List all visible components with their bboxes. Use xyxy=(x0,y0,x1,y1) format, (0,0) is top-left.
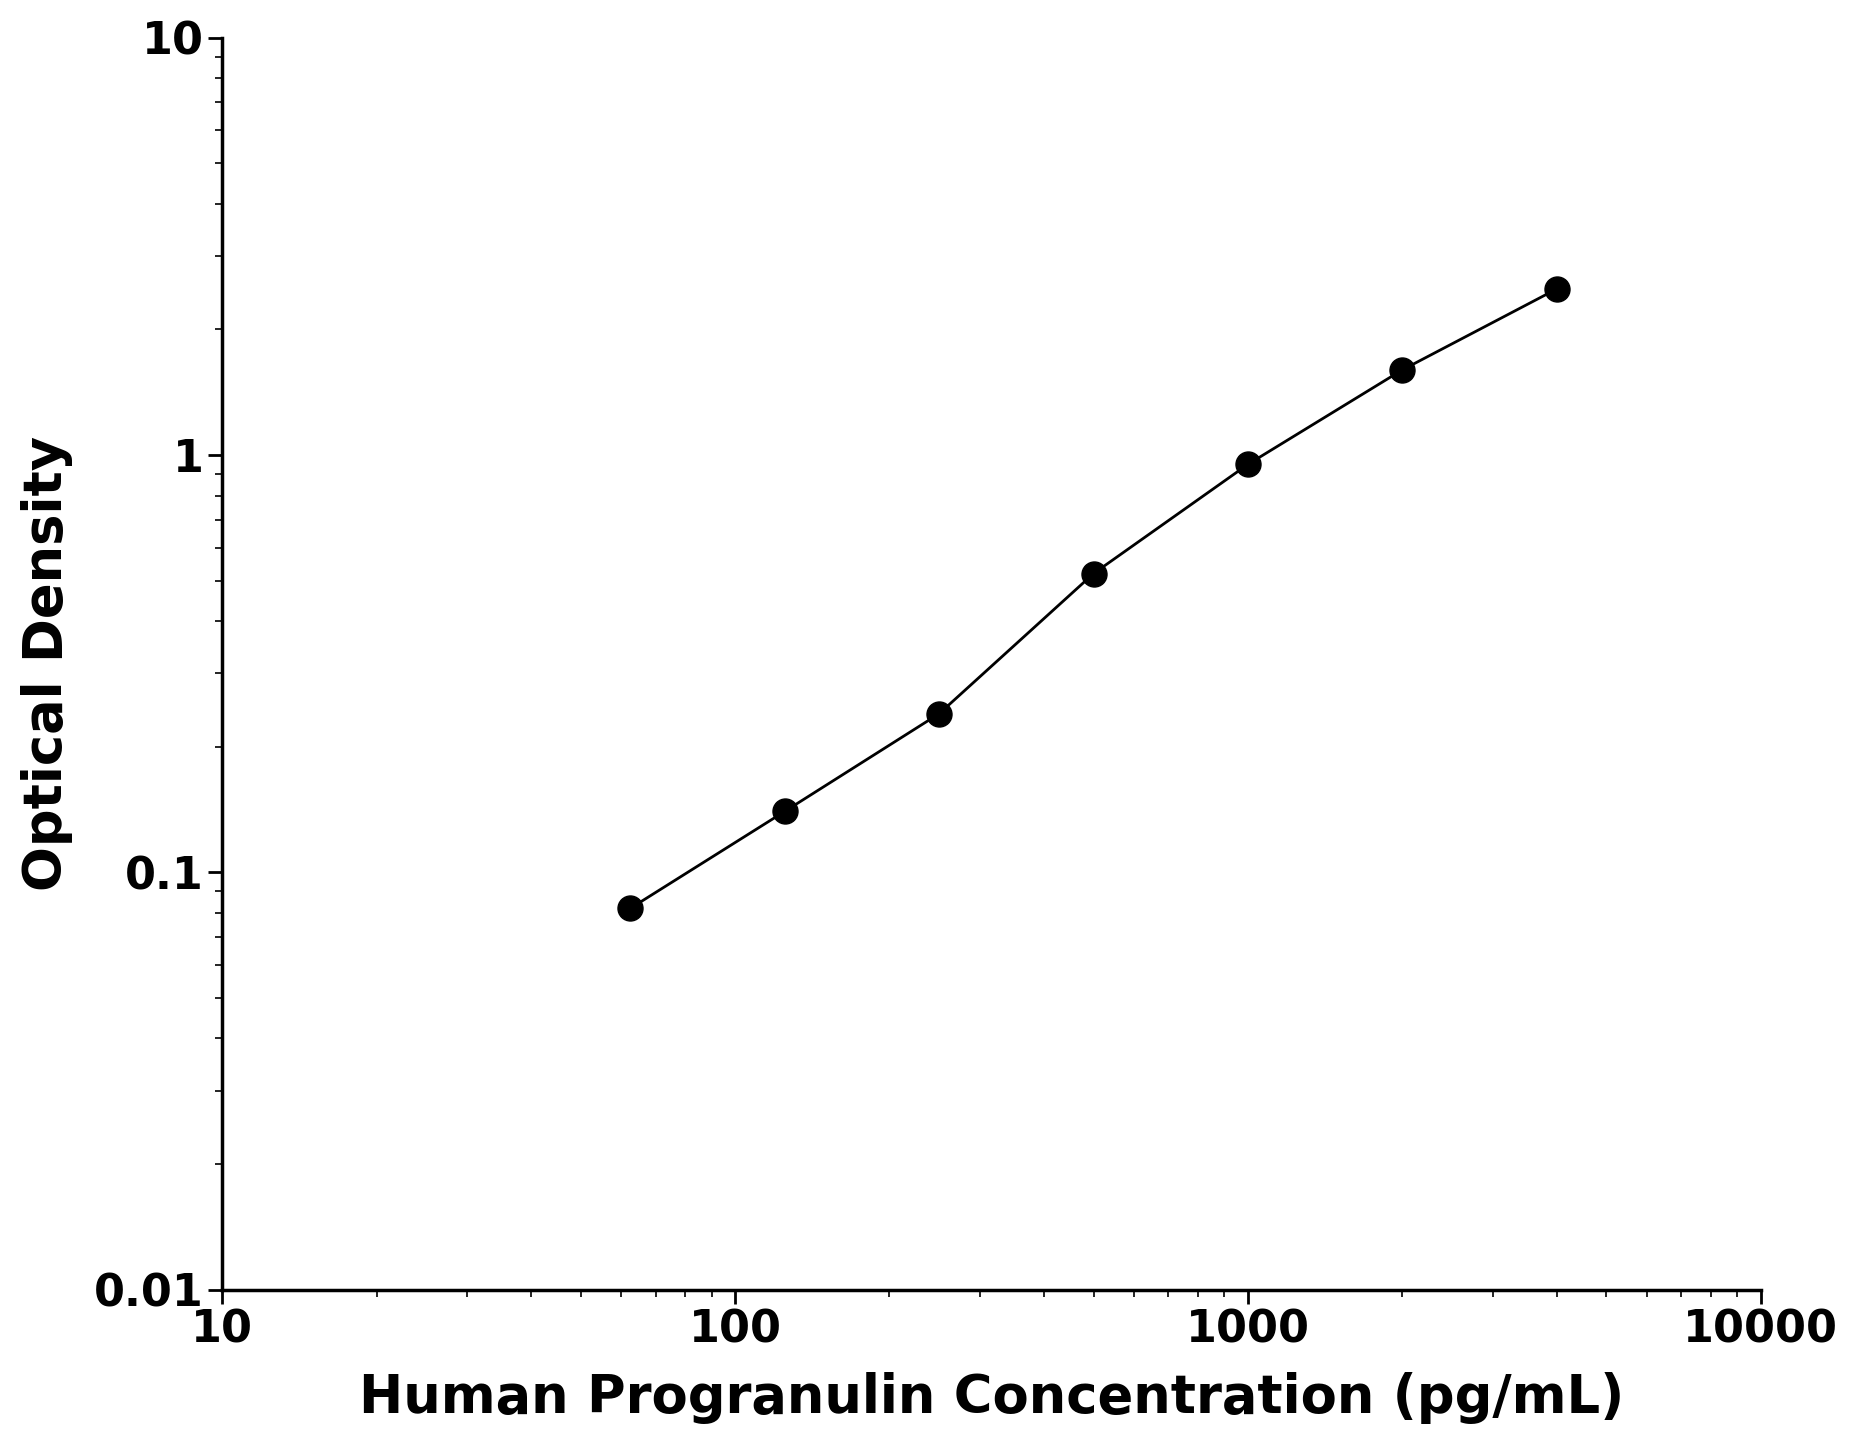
Y-axis label: Optical Density: Optical Density xyxy=(20,436,73,892)
X-axis label: Human Progranulin Concentration (pg/mL): Human Progranulin Concentration (pg/mL) xyxy=(359,1373,1625,1425)
